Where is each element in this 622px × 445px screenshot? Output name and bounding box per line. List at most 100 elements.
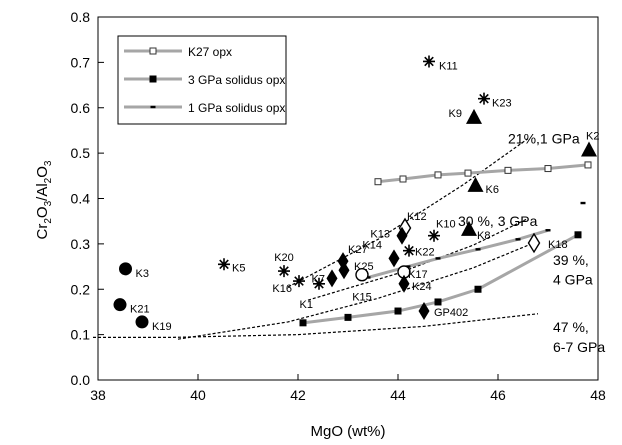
dash-marker — [435, 257, 441, 260]
melting-curve-line — [287, 138, 529, 288]
sample-k18-label: K18 — [548, 239, 568, 251]
melting-curve-line — [307, 217, 529, 301]
sample-k2-triangle-marker — [581, 141, 597, 157]
sample-k8-label: K8 — [477, 230, 490, 242]
sample-k15-label: K15 — [352, 292, 372, 304]
melting-annotation: 47 %, — [553, 319, 589, 335]
filled-square-marker — [434, 298, 442, 306]
x-tick-label: 42 — [290, 387, 306, 403]
y-tick-label: 0.0 — [71, 372, 91, 388]
sample-k5-label: K5 — [232, 262, 245, 274]
sample-k5-star-marker — [218, 258, 230, 271]
sample-k1-star-marker — [313, 277, 325, 290]
sample-k22-star-marker — [403, 244, 415, 257]
melting-annotation: 39 %, — [553, 252, 589, 268]
filled-square-marker — [149, 75, 157, 83]
sample-k11-star-marker — [423, 55, 435, 68]
sample-k27-label: K27 — [348, 244, 368, 256]
y-tick-label: 0.7 — [71, 54, 91, 70]
sample-k16-label: K16 — [272, 283, 292, 295]
series-lines — [299, 161, 592, 327]
melting-curves — [93, 138, 539, 340]
sample-k21-label: K21 — [130, 304, 150, 316]
legend-label-1-gpa-solidus-opx: 1 GPa solidus opx — [188, 101, 285, 115]
dash-marker — [580, 201, 586, 205]
sample-k20-label: K20 — [274, 252, 294, 264]
melting-annotation: 21%,1 GPa — [508, 131, 580, 147]
sample-k7-diamond-marker — [326, 269, 338, 288]
y-tick-label: 0.2 — [71, 281, 91, 297]
sample-k14-label: K14 — [362, 239, 382, 251]
melting-curve-line — [93, 313, 539, 338]
sample-k3-label: K3 — [136, 268, 149, 280]
y-tick-label: 0.4 — [71, 191, 91, 207]
open-square-marker — [504, 166, 512, 174]
melting-annotations: 21%,1 GPa 30 %, 3 GPa 39 %, 4 GPa 47 %, 6-7 G… — [458, 131, 605, 355]
sample-k1-label: K1 — [300, 299, 313, 311]
y-tick-label: 0.3 — [71, 236, 91, 252]
sample-k24-label: K24 — [412, 281, 432, 293]
melting-annotation: 30 %, 3 GPa — [458, 213, 538, 229]
x-tick-label: 46 — [490, 387, 506, 403]
axis-ticks: 38 40 42 44 46 48 0.0 0.1 0.2 0.3 0.4 0.5 0.6 0.7 0.8 — [71, 9, 606, 403]
filled-square-marker — [574, 231, 582, 239]
x-tick-label: 48 — [590, 387, 606, 403]
sample-k6-label: K6 — [486, 184, 499, 196]
dash-marker — [515, 238, 521, 241]
sample-k8-triangle-marker — [461, 220, 477, 236]
filled-square-marker — [394, 307, 402, 315]
x-axis-label: MgO (wt%) — [311, 423, 386, 440]
dash-marker — [150, 105, 156, 109]
series-line-3-gpa-solidus-opx — [302, 233, 579, 325]
sample-k20-star-marker — [278, 265, 290, 278]
x-tick-label: 38 — [90, 387, 106, 403]
sample-k9-triangle-marker — [466, 108, 482, 124]
sample-k16-star-marker — [293, 275, 305, 288]
x-tick-label: 40 — [190, 387, 206, 403]
dash-marker — [475, 248, 481, 251]
sample-k21-circle-marker — [113, 298, 127, 312]
y-tick-label: 0.1 — [71, 327, 91, 343]
y-tick-label: 0.5 — [71, 145, 91, 161]
sample-k13-label: K13 — [370, 229, 390, 241]
sample-k19-label: K19 — [152, 321, 172, 333]
melting-annotation: 6-7 GPa — [553, 339, 605, 355]
sample-k3-circle-marker — [119, 262, 132, 276]
sample-k6-triangle-marker — [467, 176, 484, 192]
y-tick-label: 0.6 — [71, 100, 91, 116]
legend: K27 opx 3 GPa solidus opx 1 GPa solidus op… — [117, 35, 287, 125]
sample-k25-diamond-marker — [338, 261, 350, 280]
y-axis-label: Cr2O3/Al2O3 — [34, 160, 54, 239]
open-square-marker — [399, 175, 407, 183]
legend-label-k27-opx: K27 opx — [188, 45, 232, 59]
legend-label-3-gpa-solidus-opx: 3 GPa solidus opx — [188, 73, 285, 87]
open-square-marker — [544, 165, 552, 173]
melting-curve-line — [177, 240, 539, 340]
sample-k9-label: K9 — [449, 108, 462, 120]
sample-k10-label: K10 — [436, 219, 456, 231]
sample-k22-label: K22 — [415, 247, 435, 259]
sample-k24-diamond-marker — [398, 274, 410, 293]
sample-markers: K11 K23 K9 K2 K6 K12 K13 K10 K8 K14 K22 K18 K20 K27 K2… — [113, 55, 599, 333]
melting-annotation: 4 GPa — [553, 271, 593, 287]
sample-k13-diamond-marker — [396, 226, 408, 245]
sample-k17-label: K17 — [408, 269, 428, 281]
sample-k23-label: K23 — [492, 98, 512, 110]
x-tick-label: 44 — [390, 387, 406, 403]
filled-square-marker — [299, 319, 307, 327]
y-tick-label: 0.8 — [71, 9, 91, 25]
sample-k11-label: K11 — [439, 60, 458, 72]
sample-k15-open-circle-marker — [355, 268, 369, 282]
open-square-marker — [374, 178, 382, 186]
open-square-marker — [434, 171, 442, 179]
series-line-k27-opx — [377, 163, 589, 184]
sample-k19-circle-marker — [135, 315, 149, 329]
dash-marker — [545, 229, 551, 232]
open-square-marker — [149, 47, 157, 55]
filled-square-marker — [344, 313, 352, 321]
open-square-marker — [584, 161, 592, 169]
sample-k2-label: K2 — [586, 130, 599, 142]
sample-k18-open-diamond-marker — [527, 232, 541, 254]
sample-k10-star-marker — [428, 229, 440, 242]
